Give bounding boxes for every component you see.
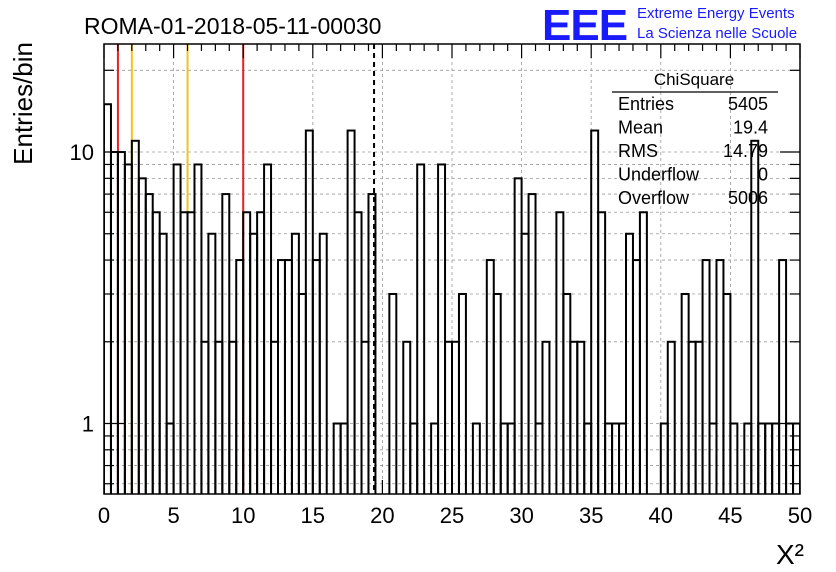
stats-label: Entries: [618, 94, 674, 114]
stats-box: ChiSquare Entries 5405 Mean 19.4 RMS 14.79 Und…: [612, 70, 778, 208]
histogram-bin: [750, 139, 760, 494]
stats-box-title: ChiSquare: [654, 70, 734, 89]
stats-label: RMS: [618, 141, 658, 161]
histogram-bin: [457, 292, 467, 494]
stats-value: 14.79: [723, 141, 768, 161]
stats-label: Mean: [618, 118, 663, 138]
histogram-bin: [318, 232, 328, 494]
eee-logo-line2: La Scienza nelle Scuole: [637, 25, 797, 42]
histogram-bars: [104, 103, 800, 494]
x-tick-label: 30: [509, 503, 533, 528]
x-tick-label: 15: [301, 503, 325, 528]
histogram-bin: [701, 259, 711, 494]
eee-logo-mark: EEE: [542, 1, 627, 50]
histogram-bin: [471, 422, 481, 494]
histogram-bin: [778, 259, 788, 494]
histogram-bin: [722, 292, 732, 494]
stats-value: 5006: [728, 188, 768, 208]
histogram-bin: [541, 340, 551, 494]
x-tick-label: 0: [98, 503, 110, 528]
y-axis-label: Entries/bin: [8, 42, 38, 165]
x-axis-label: X²: [776, 539, 804, 570]
stats-rows: Entries 5405 Mean 19.4 RMS 14.79 Underflow 0 Ove…: [618, 94, 768, 208]
stats-value: 5405: [728, 94, 768, 114]
histogram-bin: [527, 193, 537, 494]
stats-value: 0: [758, 165, 768, 185]
histogram-bin: [638, 211, 648, 494]
histogram-bin: [416, 163, 426, 494]
x-tick-label: 35: [579, 503, 603, 528]
axis-ticks: [103, 44, 801, 494]
stats-label: Overflow: [618, 188, 690, 208]
y-tick-label: 1: [82, 412, 94, 437]
y-tick-label: 10: [70, 140, 94, 165]
x-tick-label: 10: [231, 503, 255, 528]
histogram-bin: [367, 193, 377, 494]
x-tick-label: 20: [370, 503, 394, 528]
histogram-bin: [597, 211, 607, 494]
histogram-bin: [666, 340, 676, 494]
histogram-bin: [158, 232, 168, 494]
x-tick-label: 50: [788, 503, 812, 528]
histogram-bin: [729, 422, 739, 494]
histogram-bin: [492, 292, 502, 494]
x-tick-label: 5: [167, 503, 179, 528]
run-title: ROMA-01-2018-05-11-00030: [84, 13, 381, 39]
x-tick-label: 25: [440, 503, 464, 528]
x-tick-label: 45: [718, 503, 742, 528]
stats-label: Underflow: [618, 165, 700, 185]
eee-logo-line1: Extreme Energy Events: [637, 5, 795, 22]
histogram-bin: [388, 292, 398, 494]
stats-value: 19.4: [733, 118, 768, 138]
x-tick-label: 40: [649, 503, 673, 528]
eee-logo: EEE Extreme Energy Events La Scienza nel…: [542, 1, 797, 50]
axis-tick-labels: 0 5 10 15 20 25 30 35 40 45 50 1 10: [70, 140, 813, 528]
